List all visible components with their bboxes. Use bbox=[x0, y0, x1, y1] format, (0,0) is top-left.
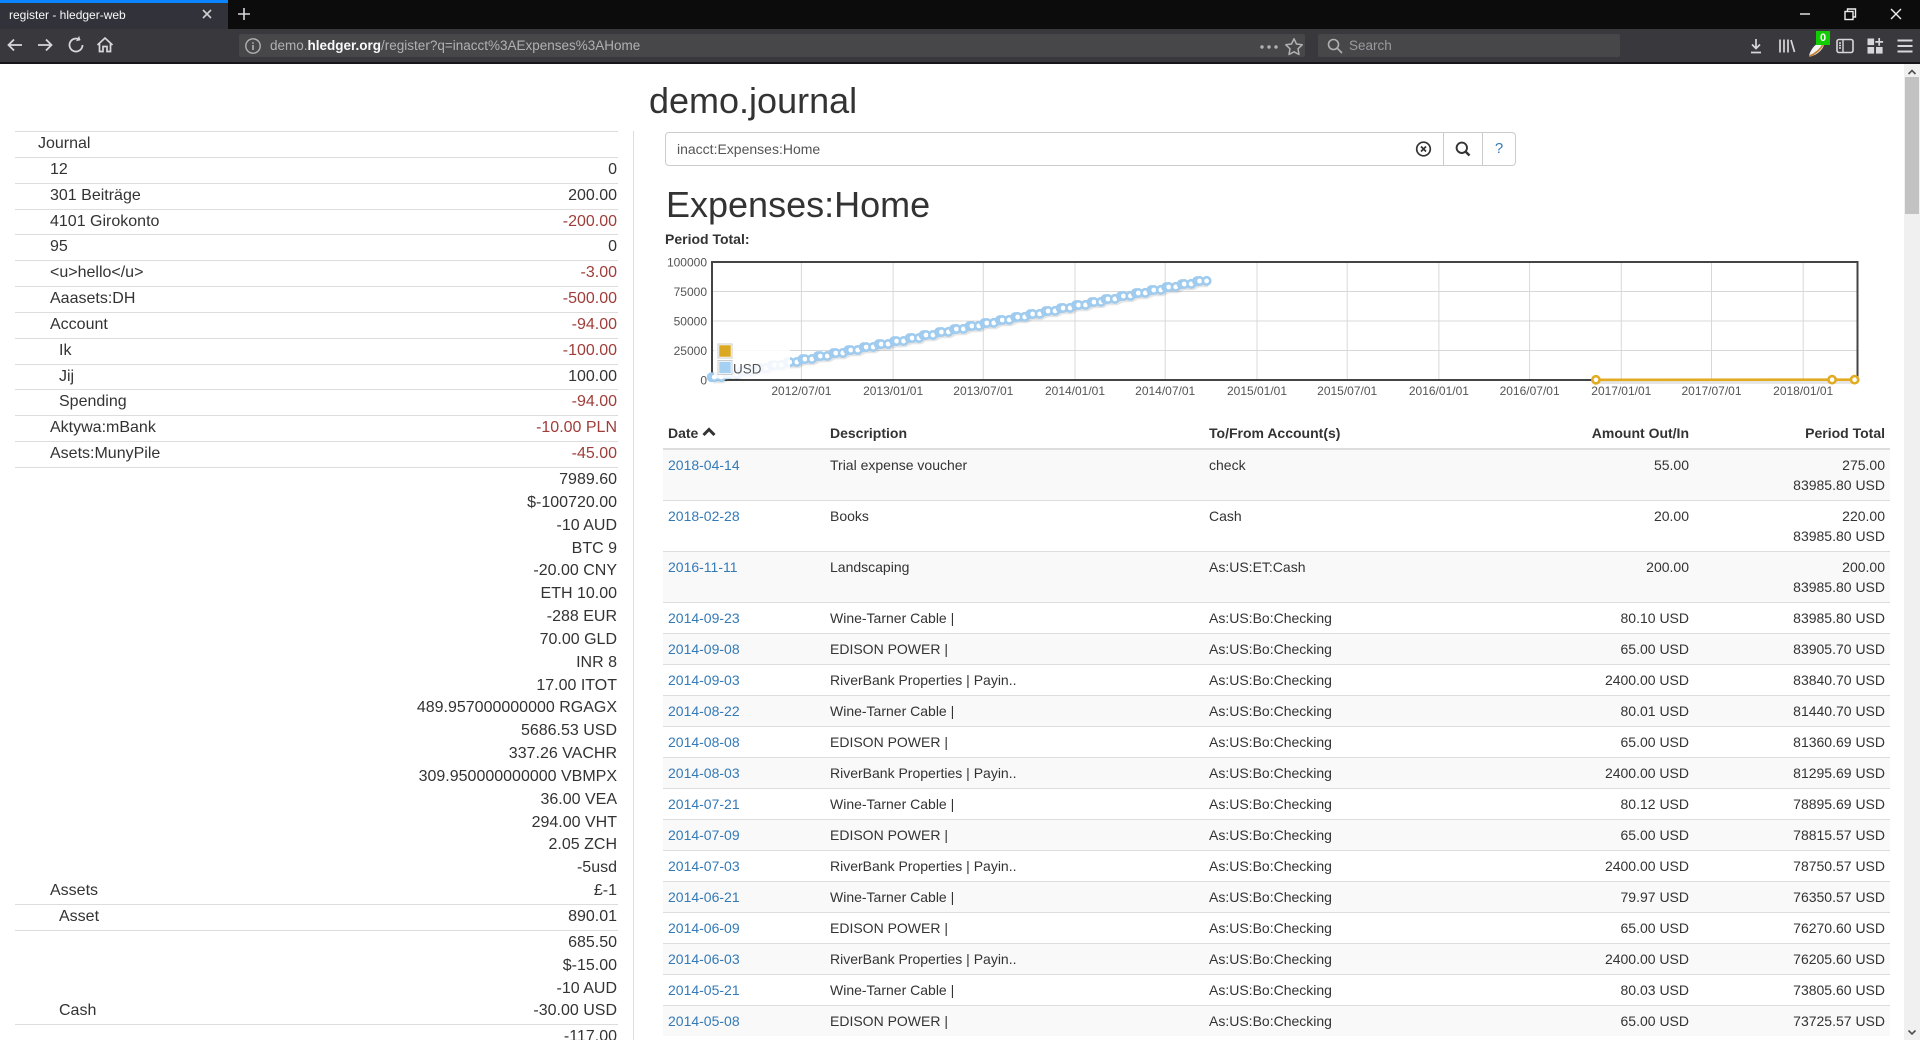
svg-text:2013/07/01: 2013/07/01 bbox=[953, 384, 1013, 398]
svg-text:75000: 75000 bbox=[674, 285, 708, 299]
svg-text:25000: 25000 bbox=[674, 344, 708, 358]
svg-text:2015/01/01: 2015/01/01 bbox=[1227, 384, 1287, 398]
svg-text:2018/01/01: 2018/01/01 bbox=[1773, 384, 1833, 398]
svg-text:2016/07/01: 2016/07/01 bbox=[1500, 384, 1560, 398]
svg-text:2017/01/01: 2017/01/01 bbox=[1591, 384, 1651, 398]
svg-text:100000: 100000 bbox=[667, 256, 707, 270]
svg-text:USD: USD bbox=[733, 362, 762, 377]
svg-text:0: 0 bbox=[700, 374, 707, 388]
svg-text:2017/07/01: 2017/07/01 bbox=[1681, 384, 1741, 398]
svg-text:2013/01/01: 2013/01/01 bbox=[863, 384, 923, 398]
svg-text:50000: 50000 bbox=[674, 315, 708, 329]
svg-text:2016/01/01: 2016/01/01 bbox=[1409, 384, 1469, 398]
svg-text:2014/07/01: 2014/07/01 bbox=[1135, 384, 1195, 398]
svg-text:2012/07/01: 2012/07/01 bbox=[771, 384, 831, 398]
svg-text:2014/01/01: 2014/01/01 bbox=[1045, 384, 1105, 398]
svg-text:2015/07/01: 2015/07/01 bbox=[1317, 384, 1377, 398]
